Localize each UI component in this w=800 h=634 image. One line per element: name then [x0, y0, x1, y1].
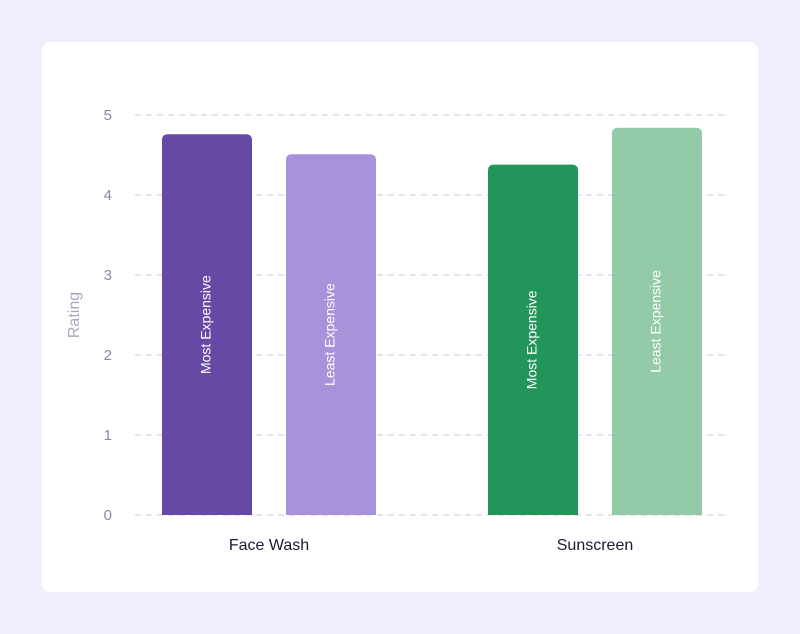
bar-sunscreen-most-expensive [488, 164, 578, 515]
bar-label: Least Expensive [648, 270, 664, 373]
y-tick-label: 0 [104, 507, 112, 524]
y-tick-label: 3 [104, 267, 112, 284]
category-label: Sunscreen [557, 537, 634, 554]
y-axis-label: Rating [66, 292, 83, 338]
bar-label: Most Expensive [524, 290, 540, 389]
y-tick-label: 1 [104, 427, 112, 444]
bar-sunscreen-least-expensive [612, 127, 702, 516]
category-labels: Face Wash Sunscreen [229, 537, 633, 554]
y-tick-label: 5 [104, 107, 112, 124]
bar-label: Least Expensive [322, 283, 338, 386]
y-tick-label: 4 [104, 187, 112, 204]
y-tick-label: 2 [104, 347, 112, 364]
bar-label: Most Expensive [198, 275, 214, 374]
category-label: Face Wash [229, 537, 309, 554]
bar-face-wash-least-expensive [286, 154, 376, 515]
bar-face-wash-most-expensive [162, 134, 252, 515]
y-axis-ticks: 0 1 2 3 4 5 [104, 107, 112, 524]
bars: Most Expensive Least Expensive Most Expens… [162, 127, 702, 516]
